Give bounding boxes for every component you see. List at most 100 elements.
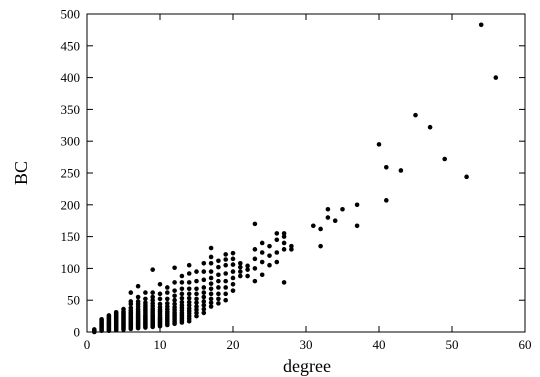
data-point	[172, 293, 177, 299]
data-point	[223, 262, 228, 268]
data-point	[259, 250, 265, 255]
data-point	[223, 271, 228, 276]
data-point	[150, 290, 155, 295]
data-point	[238, 261, 243, 266]
data-point	[325, 215, 331, 220]
data-point	[208, 261, 214, 266]
data-point	[201, 294, 207, 300]
data-point	[201, 299, 207, 304]
data-point	[413, 112, 418, 118]
x-tick-label: 30	[300, 337, 313, 352]
data-point	[208, 304, 214, 309]
data-point	[281, 231, 287, 236]
data-point	[478, 22, 484, 28]
data-point	[208, 254, 214, 260]
data-point	[172, 265, 177, 271]
data-point	[186, 291, 192, 297]
data-point	[289, 243, 294, 249]
data-point	[238, 264, 243, 270]
data-point	[165, 301, 170, 306]
y-tick-label: 150	[61, 229, 81, 244]
x-tick-label: 10	[154, 337, 167, 352]
data-point	[238, 273, 243, 279]
data-point	[128, 305, 134, 311]
y-tick-label: 450	[61, 38, 81, 53]
data-point	[281, 280, 287, 285]
data-point	[223, 285, 228, 290]
x-tick-label: 20	[227, 337, 240, 352]
y-tick-label: 100	[61, 261, 81, 276]
data-point	[230, 250, 236, 256]
y-tick-label: 50	[67, 293, 80, 308]
x-tick-label: 40	[373, 337, 386, 352]
data-point	[427, 124, 433, 130]
data-point	[274, 250, 280, 255]
data-point	[311, 223, 316, 229]
data-point	[267, 243, 272, 249]
y-tick-label: 200	[61, 197, 81, 212]
data-point	[179, 273, 185, 279]
data-point	[128, 299, 134, 304]
x-tick-label: 50	[446, 337, 459, 352]
data-point	[99, 316, 104, 322]
data-point	[274, 237, 280, 243]
data-point	[194, 310, 199, 316]
data-point	[245, 267, 250, 272]
data-point	[223, 257, 228, 262]
data-point	[165, 296, 170, 302]
data-point	[201, 269, 207, 274]
y-tick-label: 300	[61, 134, 81, 149]
data-point	[150, 294, 155, 300]
plot-frame	[86, 13, 526, 333]
data-point	[165, 304, 170, 309]
data-point	[259, 240, 265, 246]
data-point	[230, 275, 236, 281]
data-point	[157, 282, 163, 287]
data-point	[493, 75, 499, 80]
data-point	[92, 327, 97, 332]
data-point	[172, 304, 177, 310]
data-point	[201, 261, 207, 266]
data-point	[172, 301, 177, 307]
data-point	[208, 245, 214, 251]
data-point	[208, 286, 214, 292]
y-tick-label: 500	[61, 7, 81, 22]
data-point	[186, 262, 192, 268]
data-point	[194, 304, 199, 309]
data-point	[223, 297, 228, 303]
data-point	[186, 302, 192, 308]
data-point	[186, 286, 192, 292]
data-point	[354, 202, 360, 208]
data-point	[113, 309, 119, 315]
data-point	[223, 252, 228, 257]
data-point	[281, 240, 287, 246]
data-point	[289, 247, 294, 252]
data-point	[252, 256, 258, 262]
data-point	[172, 280, 177, 285]
data-point	[106, 313, 112, 318]
data-point	[201, 290, 207, 295]
data-point	[172, 288, 177, 293]
data-point	[340, 206, 345, 212]
data-point	[186, 271, 192, 276]
data-point	[179, 302, 185, 308]
data-point	[194, 313, 199, 319]
data-point	[201, 277, 207, 283]
data-point	[223, 291, 228, 297]
data-point	[165, 285, 170, 290]
data-point	[216, 258, 221, 264]
y-tick-label: 400	[61, 70, 81, 85]
data-point	[230, 256, 236, 262]
x-tick-label: 60	[519, 337, 532, 352]
data-point	[267, 262, 272, 268]
data-point	[157, 304, 163, 310]
data-point	[230, 262, 236, 267]
data-point	[143, 296, 148, 302]
data-point	[201, 306, 207, 312]
data-point	[128, 290, 134, 295]
data-point	[223, 278, 228, 284]
data-point	[179, 295, 185, 301]
data-point	[179, 286, 185, 292]
data-point	[230, 288, 236, 293]
